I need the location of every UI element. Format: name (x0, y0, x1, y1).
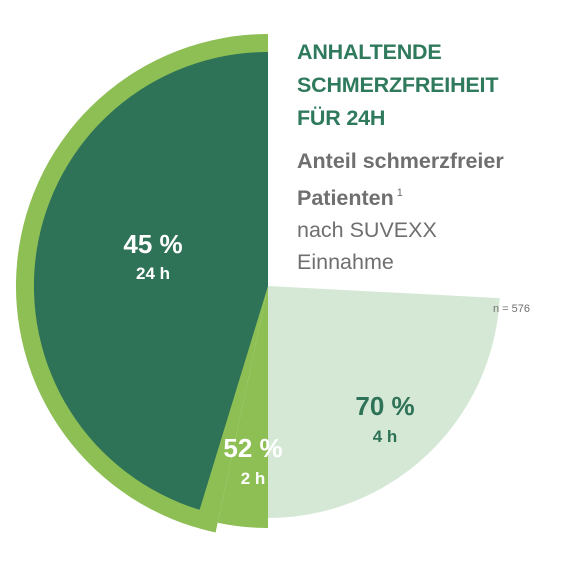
pie-slice-24h (33, 51, 268, 510)
subtitle-line-1: Anteil schmerzfreier (297, 149, 504, 173)
subtitle-line-2: Patienten 1 (297, 177, 557, 214)
chart-title: ANHALTENDE SCHMERZFREIHEIT FÜR 24H (297, 36, 557, 135)
slice-4h-percent-label: 70 % (355, 391, 414, 421)
pie-slice-4h (219, 286, 500, 518)
pie-slice-2h (217, 286, 268, 528)
chart-subtitle: Anteil schmerzfreier Patienten 1 nach SUV… (297, 145, 557, 278)
slice-2h-percent-label: 52 % (223, 433, 282, 463)
subtitle-line-3: nach SUVEXX (297, 218, 437, 242)
slice-4h-time-label: 4 h (373, 427, 398, 446)
subtitle-line-4: Einnahme (297, 250, 394, 274)
chart-title-line-2: SCHMERZFREIHEIT (297, 73, 499, 97)
chart-title-line-3: FÜR 24H (297, 106, 386, 130)
sample-size-label: n = 576 (493, 303, 531, 315)
subtitle-patients: Patienten (297, 186, 394, 210)
chart-title-line-1: ANHALTENDE (297, 40, 442, 64)
slice-24h-time-label: 24 h (136, 264, 170, 283)
slice-24h-percent-label: 45 % (123, 229, 182, 259)
slice-2h-time-label: 2 h (241, 469, 266, 488)
footnote-mark: 1 (396, 187, 403, 199)
